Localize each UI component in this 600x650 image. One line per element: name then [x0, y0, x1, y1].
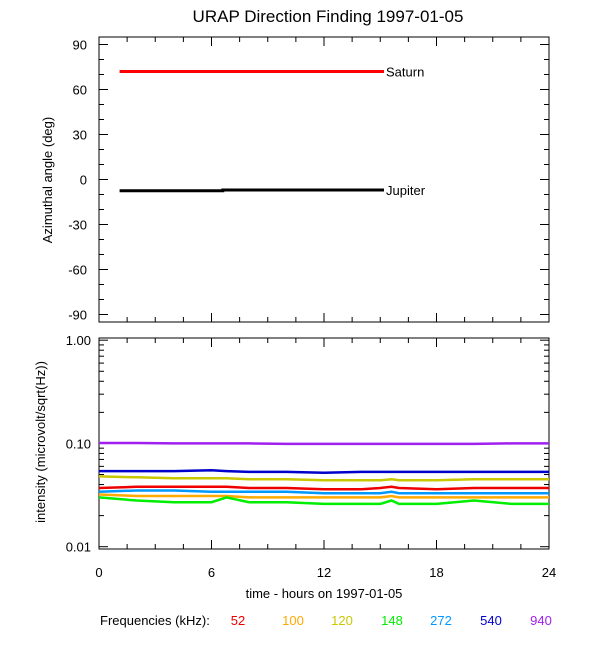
- legend-item-540: 540: [480, 613, 502, 628]
- legend-item-120: 120: [331, 613, 353, 628]
- azimuth-y-tick-label: 60: [73, 83, 87, 98]
- azimuth-y-axis-label: Azimuthal angle (deg): [40, 117, 55, 243]
- intensity-tick-labels: 1.00 0.10 0.01 0 6 12 18 24: [66, 333, 557, 580]
- azimuth-y-tick-label: 90: [73, 38, 87, 53]
- azimuth-ticks: [98, 37, 550, 322]
- chart-title: URAP Direction Finding 1997-01-05: [193, 7, 464, 26]
- intensity-series-120: [98, 475, 549, 482]
- legend-item-100: 100: [282, 613, 304, 628]
- azimuth-plot-frame: [98, 36, 550, 323]
- azimuth-y-tick-label: 0: [80, 173, 87, 188]
- intensity-y-tick-label: 0.01: [66, 540, 91, 555]
- x-tick-label: 24: [542, 565, 556, 580]
- x-tick-label: 0: [95, 565, 102, 580]
- azimuth-tick-labels: 90 60 30 0 -30 -60 -90: [68, 38, 87, 323]
- series-line-jupiter: [119, 188, 384, 193]
- azimuth-y-tick-label: -30: [68, 218, 87, 233]
- azimuth-panel: Azimuthal angle (deg) 90 60 30 0 -30 -60 -90 S…: [40, 36, 550, 323]
- series-label-jupiter: Jupiter: [386, 183, 426, 198]
- intensity-series-540: [99, 469, 549, 475]
- azimuth-series: Saturn Jupiter: [119, 65, 426, 198]
- intensity-series: [98, 441, 549, 506]
- intensity-y-tick-label: 1.00: [66, 333, 91, 348]
- series-label-saturn: Saturn: [386, 65, 424, 80]
- intensity-series-52: [98, 485, 549, 491]
- azimuth-y-tick-label: 30: [73, 128, 87, 143]
- legend-item-940: 940: [530, 613, 552, 628]
- x-axis-label: time - hours on 1997-01-05: [246, 586, 403, 601]
- azimuth-y-tick-label: -60: [68, 263, 87, 278]
- x-tick-label: 12: [317, 565, 331, 580]
- intensity-series-148: [98, 496, 549, 506]
- x-tick-label: 6: [208, 565, 215, 580]
- intensity-y-tick-label: 0.10: [66, 436, 91, 451]
- intensity-series-100: [98, 493, 549, 499]
- legend-item-52: 52: [231, 613, 245, 628]
- intensity-panel: intensity (microvolt/sqrt(Hz)) 1.00 0.10 0…: [33, 333, 556, 601]
- frequency-legend: Frequencies (kHz): 52 100 120 148 272 540 940: [100, 613, 552, 628]
- intensity-series-940: [99, 441, 549, 446]
- x-tick-label: 18: [429, 565, 443, 580]
- legend-item-148: 148: [381, 613, 403, 628]
- intensity-series-272: [98, 489, 549, 495]
- intensity-ticks: [98, 338, 550, 549]
- legend-item-272: 272: [430, 613, 452, 628]
- intensity-y-axis-label: intensity (microvolt/sqrt(Hz)): [33, 361, 48, 523]
- legend-items: 52 100 120 148 272 540 940: [231, 613, 552, 628]
- legend-label: Frequencies (kHz):: [100, 613, 210, 628]
- azimuth-y-tick-label: -90: [68, 308, 87, 323]
